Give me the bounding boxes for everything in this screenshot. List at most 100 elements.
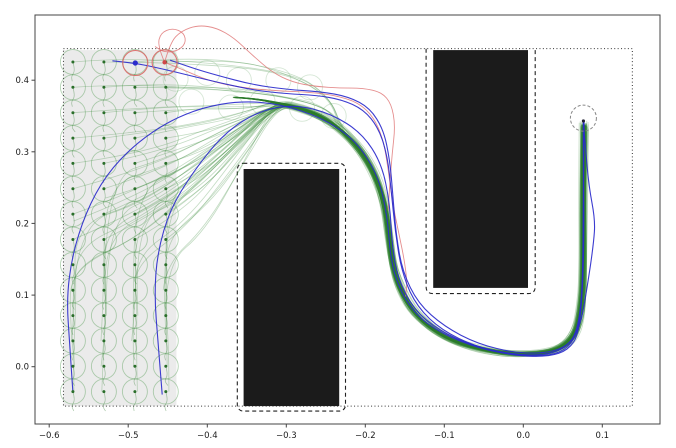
rollout-path (72, 103, 582, 353)
state-circle (59, 277, 86, 304)
state-circle (152, 99, 179, 126)
state-hook (133, 340, 137, 361)
axes-spines (34, 14, 661, 425)
state-hook (164, 264, 168, 285)
state-hook (71, 112, 76, 133)
state-circle (59, 201, 86, 228)
state-circle (152, 175, 179, 202)
state-dot (164, 187, 168, 191)
state-hook (133, 112, 137, 133)
state-dot (71, 187, 75, 191)
state-circle (90, 175, 117, 202)
red-dot-marker (162, 60, 167, 65)
state-circle (152, 150, 179, 177)
state-hook (71, 61, 75, 82)
highlight-circle (151, 49, 178, 76)
blue-dot-marker (132, 60, 138, 66)
state-circle (90, 99, 117, 126)
state-hook (164, 239, 168, 259)
state-circle (59, 99, 86, 126)
state-dot (133, 111, 137, 115)
state-dot (102, 314, 106, 318)
state-hook (71, 87, 75, 107)
state-dot (102, 390, 106, 394)
state-dot (102, 85, 106, 89)
state-circle (90, 74, 117, 101)
obstacles (236, 48, 536, 412)
state-hook (164, 163, 168, 183)
state-dot (102, 187, 106, 191)
state-hook (133, 87, 138, 107)
state-dot (102, 263, 106, 267)
state-hook (71, 188, 75, 209)
state-dot (71, 212, 75, 216)
x-tick-label: −0.1 (434, 431, 455, 441)
state-circle (152, 226, 179, 253)
state-dot (102, 212, 106, 216)
state-dots (71, 60, 168, 394)
y-tick-label: 0.4 (15, 76, 29, 86)
state-circle (121, 226, 148, 253)
state-circle (121, 302, 148, 329)
sampled-state-region (63, 50, 177, 407)
y-tick-label: 0.3 (15, 148, 29, 158)
state-circle (59, 49, 86, 75)
state-circle (121, 353, 148, 380)
state-hook (133, 239, 138, 260)
state-circle (59, 378, 86, 405)
state-hook (133, 315, 137, 335)
rollout-path (72, 105, 582, 355)
state-dot (133, 314, 137, 318)
state-hook (164, 315, 168, 335)
state-dot (71, 161, 75, 165)
state-dot (71, 263, 75, 267)
state-circle (162, 65, 189, 92)
state-circle (289, 95, 316, 122)
state-hook (102, 315, 106, 335)
state-dot (164, 288, 168, 292)
sampled-region-rect (63, 50, 177, 407)
state-circle (90, 327, 117, 354)
state-hook (102, 163, 106, 183)
state-dot (102, 60, 106, 64)
state-hook (102, 290, 106, 310)
executed-path (67, 101, 584, 393)
obstacle-inflated-boundary (425, 48, 536, 295)
state-circle (59, 353, 86, 380)
state-hook (71, 138, 75, 158)
state-circle (121, 175, 148, 202)
state-dot (133, 187, 137, 191)
state-hook (164, 391, 168, 412)
state-hook (102, 366, 106, 386)
state-hook (133, 391, 137, 412)
state-dot (71, 314, 75, 318)
state-dot (102, 161, 106, 165)
state-circle (218, 94, 244, 121)
state-circle (59, 150, 86, 177)
highlighted-states (122, 49, 178, 77)
state-circle (121, 125, 148, 152)
state-dot (133, 136, 137, 140)
state-circle (152, 251, 179, 278)
colliding-path (164, 25, 395, 211)
rollout-path (72, 85, 582, 357)
colliding-path (154, 28, 186, 63)
axes: −0.6 −0.5 −0.4 −0.3 −0.2 −0.1 0.0 0.1 0.0 0.1 0.2 0… (15, 14, 661, 441)
state-dot (133, 288, 137, 292)
x-tick-label: 0.0 (517, 431, 531, 441)
state-dot (164, 390, 168, 394)
state-hook (133, 163, 137, 183)
state-circle (152, 277, 179, 304)
state-dot (164, 212, 168, 216)
state-dot (71, 136, 75, 140)
state-circle (121, 99, 148, 126)
state-hook (71, 239, 75, 259)
y-tick-label: 0.2 (15, 219, 29, 229)
free-space-boundary (62, 48, 633, 407)
state-circle (90, 49, 117, 75)
state-hook (71, 391, 75, 412)
state-circle (194, 60, 221, 86)
state-hook (71, 214, 75, 234)
